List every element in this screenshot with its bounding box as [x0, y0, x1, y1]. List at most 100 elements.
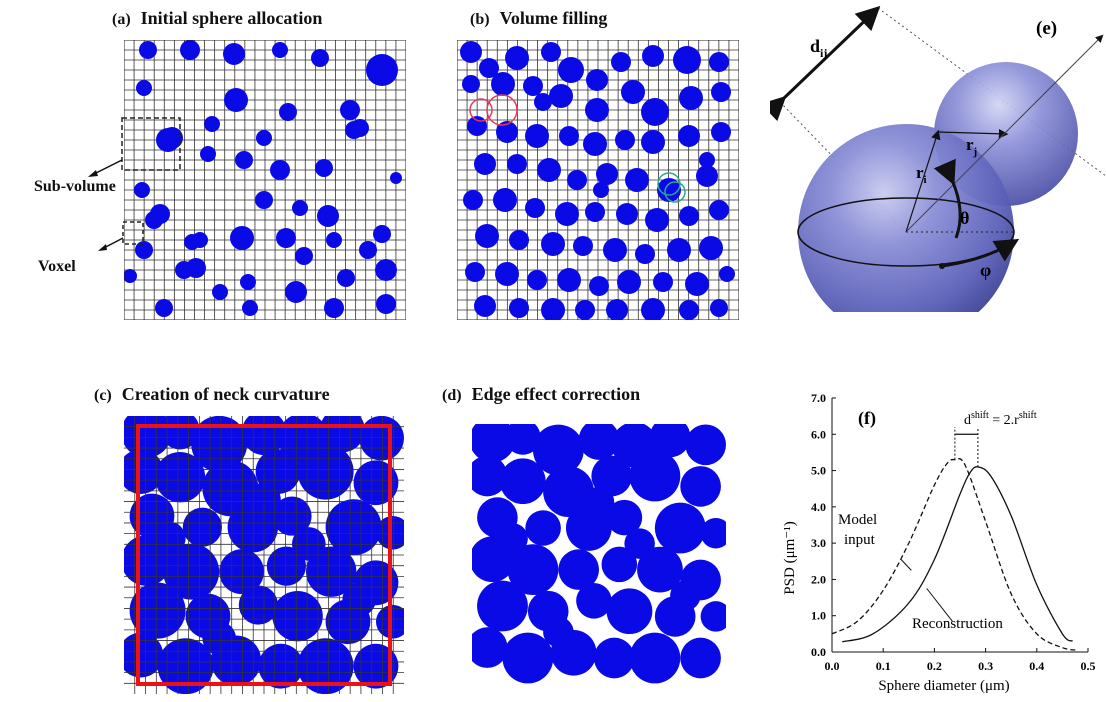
sphere [558, 57, 584, 83]
particle [124, 632, 164, 678]
annotation-reconstruction: Reconstruction [912, 616, 1003, 632]
sphere [139, 41, 157, 59]
particle [670, 580, 701, 611]
sphere [223, 43, 245, 65]
chart-axes: 0.0 1.0 2.0 3.0 4.0 5.0 6.0 7.0 0.0 0.1 0.2 0.3 0.4 0… [811, 391, 1096, 673]
y-tick-label: 0.0 [811, 645, 826, 659]
particle [680, 637, 721, 679]
sphere [324, 298, 344, 318]
particle [359, 416, 404, 461]
sphere [711, 122, 731, 142]
sphere [240, 274, 256, 290]
sphere [615, 130, 635, 150]
sphere [351, 119, 369, 137]
voxel-label: Voxel [38, 258, 76, 275]
particle [593, 637, 635, 679]
sphere [317, 205, 339, 227]
y-tick-label: 4.0 [811, 500, 826, 514]
sphere [525, 198, 545, 218]
sphere [603, 238, 627, 262]
sphere [366, 54, 398, 86]
sphere [641, 130, 665, 154]
particle [163, 543, 220, 600]
sphere [667, 238, 691, 262]
particle [606, 499, 643, 536]
panel-b-tag: (b) [470, 11, 490, 28]
particle [576, 583, 612, 619]
sphere [375, 259, 397, 281]
particle [532, 424, 584, 476]
sphere [475, 224, 499, 248]
sphere [156, 128, 180, 152]
dij-arrow [770, 5, 881, 122]
sphere [180, 40, 200, 60]
sphere [596, 163, 618, 185]
sphere [673, 46, 701, 74]
sphere [586, 69, 608, 91]
sphere [175, 261, 193, 279]
sphere [583, 132, 607, 156]
sphere [709, 52, 729, 72]
sphere [573, 236, 593, 256]
particle [202, 460, 259, 517]
x-tick-label: 0.2 [927, 659, 942, 673]
x-tick-label: 0.0 [825, 659, 840, 673]
sphere [679, 206, 699, 226]
particle [472, 627, 508, 668]
panel-c-neck-curvature [124, 416, 404, 694]
particle [685, 424, 726, 466]
sphere [621, 80, 645, 104]
sphere [567, 170, 587, 190]
sphere [559, 126, 579, 146]
particle [700, 601, 726, 632]
sphere [463, 190, 483, 210]
sphere [326, 232, 342, 248]
subvolume-label: Sub-volume [34, 178, 116, 195]
sphere [390, 172, 402, 184]
sphere [653, 272, 673, 292]
sphere [541, 42, 561, 62]
sphere [611, 52, 631, 72]
sphere [625, 168, 649, 192]
particle [272, 496, 312, 536]
model-input-pointer [900, 559, 912, 571]
sphere [657, 178, 681, 202]
particle-network-d [472, 424, 726, 684]
panel-f-psd-chart: (f) 0.0 1.0 2.0 3.0 4.0 5.0 6.0 7.0 0.0 0.1 0.2 0.3… [782, 391, 1096, 694]
sphere [523, 76, 543, 96]
sphere [696, 165, 718, 187]
sphere-i [798, 124, 1014, 312]
chart-ylabel: PSD (μm⁻¹) [782, 521, 798, 594]
x-tick-label: 0.4 [1029, 659, 1044, 673]
sphere [292, 200, 308, 216]
x-tick-label: 0.3 [978, 659, 993, 673]
particle [124, 449, 164, 494]
particle [202, 621, 236, 656]
sphere [136, 80, 152, 96]
sphere [541, 298, 565, 320]
sphere [585, 98, 609, 122]
particle [182, 507, 222, 547]
panel-f-tag: (f) [858, 408, 876, 429]
panel-d-tag: (d) [442, 387, 462, 404]
particle [543, 466, 594, 517]
sphere [145, 211, 163, 229]
sphere [135, 241, 153, 259]
sphere [474, 295, 496, 317]
particle [152, 521, 186, 556]
reconstruction-pointer [926, 588, 953, 622]
sphere [575, 300, 595, 320]
sphere [642, 45, 664, 67]
particle [624, 528, 655, 559]
panel-a-title: (a) Initial sphere allocation [112, 8, 322, 29]
particle [306, 546, 357, 597]
particle [591, 455, 633, 497]
particle [505, 424, 541, 455]
sphere [555, 202, 579, 226]
sphere [541, 232, 565, 256]
panel-e-tag: (e) [1036, 18, 1057, 39]
particle [700, 517, 726, 549]
particle [583, 486, 615, 518]
sphere [685, 272, 709, 296]
chart-xlabel: Sphere diameter (μm) [878, 678, 1009, 694]
